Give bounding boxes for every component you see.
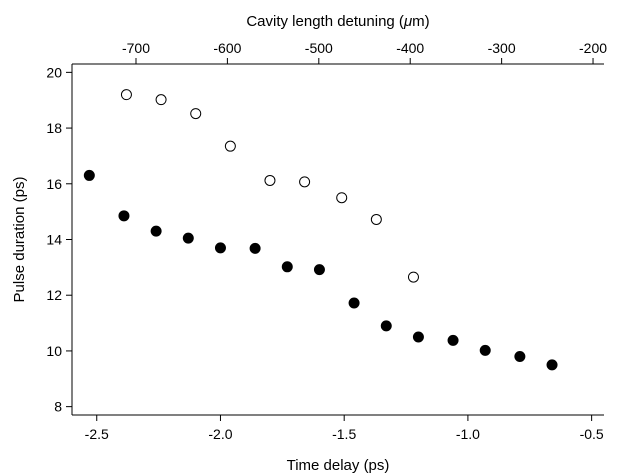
open-point bbox=[336, 192, 348, 204]
open-point bbox=[370, 213, 382, 225]
open-point bbox=[407, 271, 419, 283]
x2-tick-label: -700 bbox=[122, 40, 150, 56]
filled-point bbox=[546, 359, 558, 371]
filled-point bbox=[447, 334, 459, 346]
x2-axis-title: Cavity length detuning (μm) bbox=[246, 13, 429, 30]
filled-point bbox=[479, 344, 491, 356]
x2-axis-title-prefix: Cavity length detuning ( bbox=[246, 13, 404, 30]
filled-point bbox=[118, 210, 130, 222]
x2-axis-title-mu: μ bbox=[403, 13, 412, 30]
y-tick-label: 20 bbox=[46, 64, 62, 80]
open-point bbox=[264, 174, 276, 186]
filled-point bbox=[514, 351, 526, 362]
data-points bbox=[83, 89, 558, 371]
y-ticks: 8 10 12 14 16 18 20 bbox=[46, 64, 72, 415]
x-tick-label: -0.5 bbox=[580, 426, 604, 442]
y-tick-label: 10 bbox=[46, 343, 62, 359]
x2-tick-label: -400 bbox=[396, 40, 424, 56]
filled-point bbox=[214, 242, 226, 254]
open-point bbox=[155, 94, 167, 106]
y-tick-label: 8 bbox=[54, 399, 62, 415]
filled-point bbox=[380, 320, 392, 332]
x2-ticks: -700 -600 -500 -400 -300 -200 bbox=[122, 40, 607, 64]
filled-point bbox=[313, 264, 325, 276]
x-ticks: -2.5 -2.0 -1.5 -1.0 -0.5 bbox=[85, 415, 604, 442]
x-tick-label: -2.5 bbox=[85, 426, 109, 442]
y-tick-label: 14 bbox=[46, 232, 62, 248]
x2-tick-label: -300 bbox=[488, 40, 516, 56]
open-point bbox=[120, 89, 132, 101]
filled-point bbox=[281, 261, 293, 273]
filled-point bbox=[182, 232, 194, 244]
y-tick-label: 12 bbox=[46, 287, 62, 303]
open-point bbox=[224, 140, 236, 152]
filled-point bbox=[412, 331, 424, 343]
x-tick-label: -1.0 bbox=[456, 426, 480, 442]
x2-tick-label: -600 bbox=[213, 40, 241, 56]
x2-tick-label: -500 bbox=[305, 40, 333, 56]
y-axis-title: Pulse duration (ps) bbox=[11, 177, 28, 303]
x2-axis-title-suffix: m) bbox=[412, 13, 430, 30]
y-tick-label: 16 bbox=[46, 176, 62, 192]
x-tick-label: -1.5 bbox=[332, 426, 356, 442]
open-point bbox=[299, 176, 311, 188]
filled-point bbox=[83, 169, 95, 181]
y-tick-label: 18 bbox=[46, 120, 62, 136]
filled-point bbox=[249, 242, 261, 254]
axes bbox=[71, 63, 604, 416]
filled-point bbox=[348, 297, 360, 309]
open-point bbox=[190, 108, 202, 120]
filled-point bbox=[150, 225, 162, 237]
x-axis-title: Time delay (ps) bbox=[287, 457, 390, 474]
x-tick-label: -2.0 bbox=[208, 426, 232, 442]
x2-tick-label: -200 bbox=[579, 40, 607, 56]
